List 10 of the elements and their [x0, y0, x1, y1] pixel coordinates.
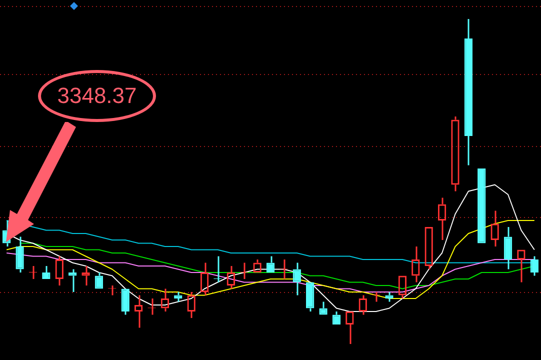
candlestick: [16, 236, 24, 274]
candlestick: [266, 256, 275, 272]
candlestick: [121, 288, 130, 316]
annotation: 3348.37: [38, 70, 156, 122]
candlestick: [42, 265, 50, 279]
candlestick: [306, 282, 314, 312]
candlestick: [68, 268, 77, 293]
candlestick: [319, 301, 328, 315]
candlestick: [464, 18, 473, 166]
candlestick: [504, 226, 512, 270]
